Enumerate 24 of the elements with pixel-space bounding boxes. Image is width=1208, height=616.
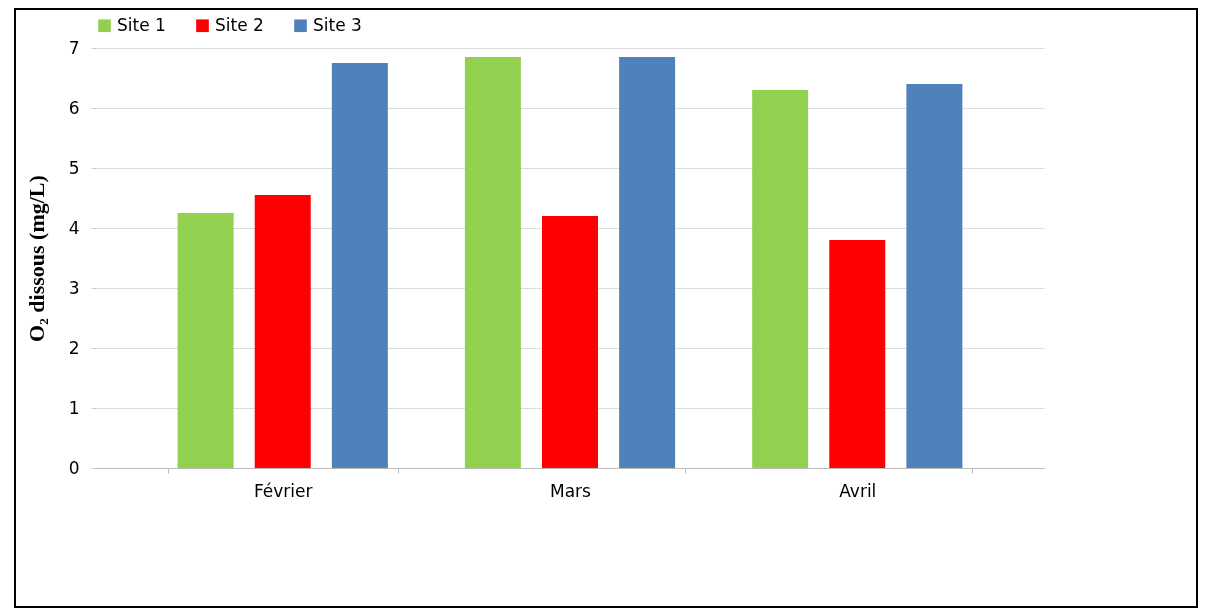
legend-label: Site 3 <box>313 14 362 35</box>
x-tick-label: Avril <box>839 480 877 501</box>
x-tick-label: Mars <box>550 480 592 501</box>
bar <box>177 213 234 468</box>
y-tick-label: 4 <box>68 217 80 238</box>
x-tick-label: Février <box>253 480 313 501</box>
bar <box>331 63 388 468</box>
bar <box>464 57 521 468</box>
bar <box>829 240 886 468</box>
bar <box>254 195 311 468</box>
y-tick-label: 5 <box>68 157 80 178</box>
bar <box>619 57 676 468</box>
y-tick-label: 0 <box>68 457 80 478</box>
y-tick-label: 1 <box>68 397 80 418</box>
bar <box>542 216 598 468</box>
legend-label: Site 2 <box>215 14 264 35</box>
bar <box>752 90 809 468</box>
y-tick-label: 2 <box>68 337 80 358</box>
bar <box>906 84 963 468</box>
y-tick-label: 6 <box>68 97 80 118</box>
y-axis-title: O₂ dissous (mg/L) <box>23 175 49 342</box>
y-tick-label: 7 <box>68 37 80 58</box>
legend-label: Site 1 <box>117 14 166 35</box>
y-tick-label: 3 <box>68 277 80 298</box>
